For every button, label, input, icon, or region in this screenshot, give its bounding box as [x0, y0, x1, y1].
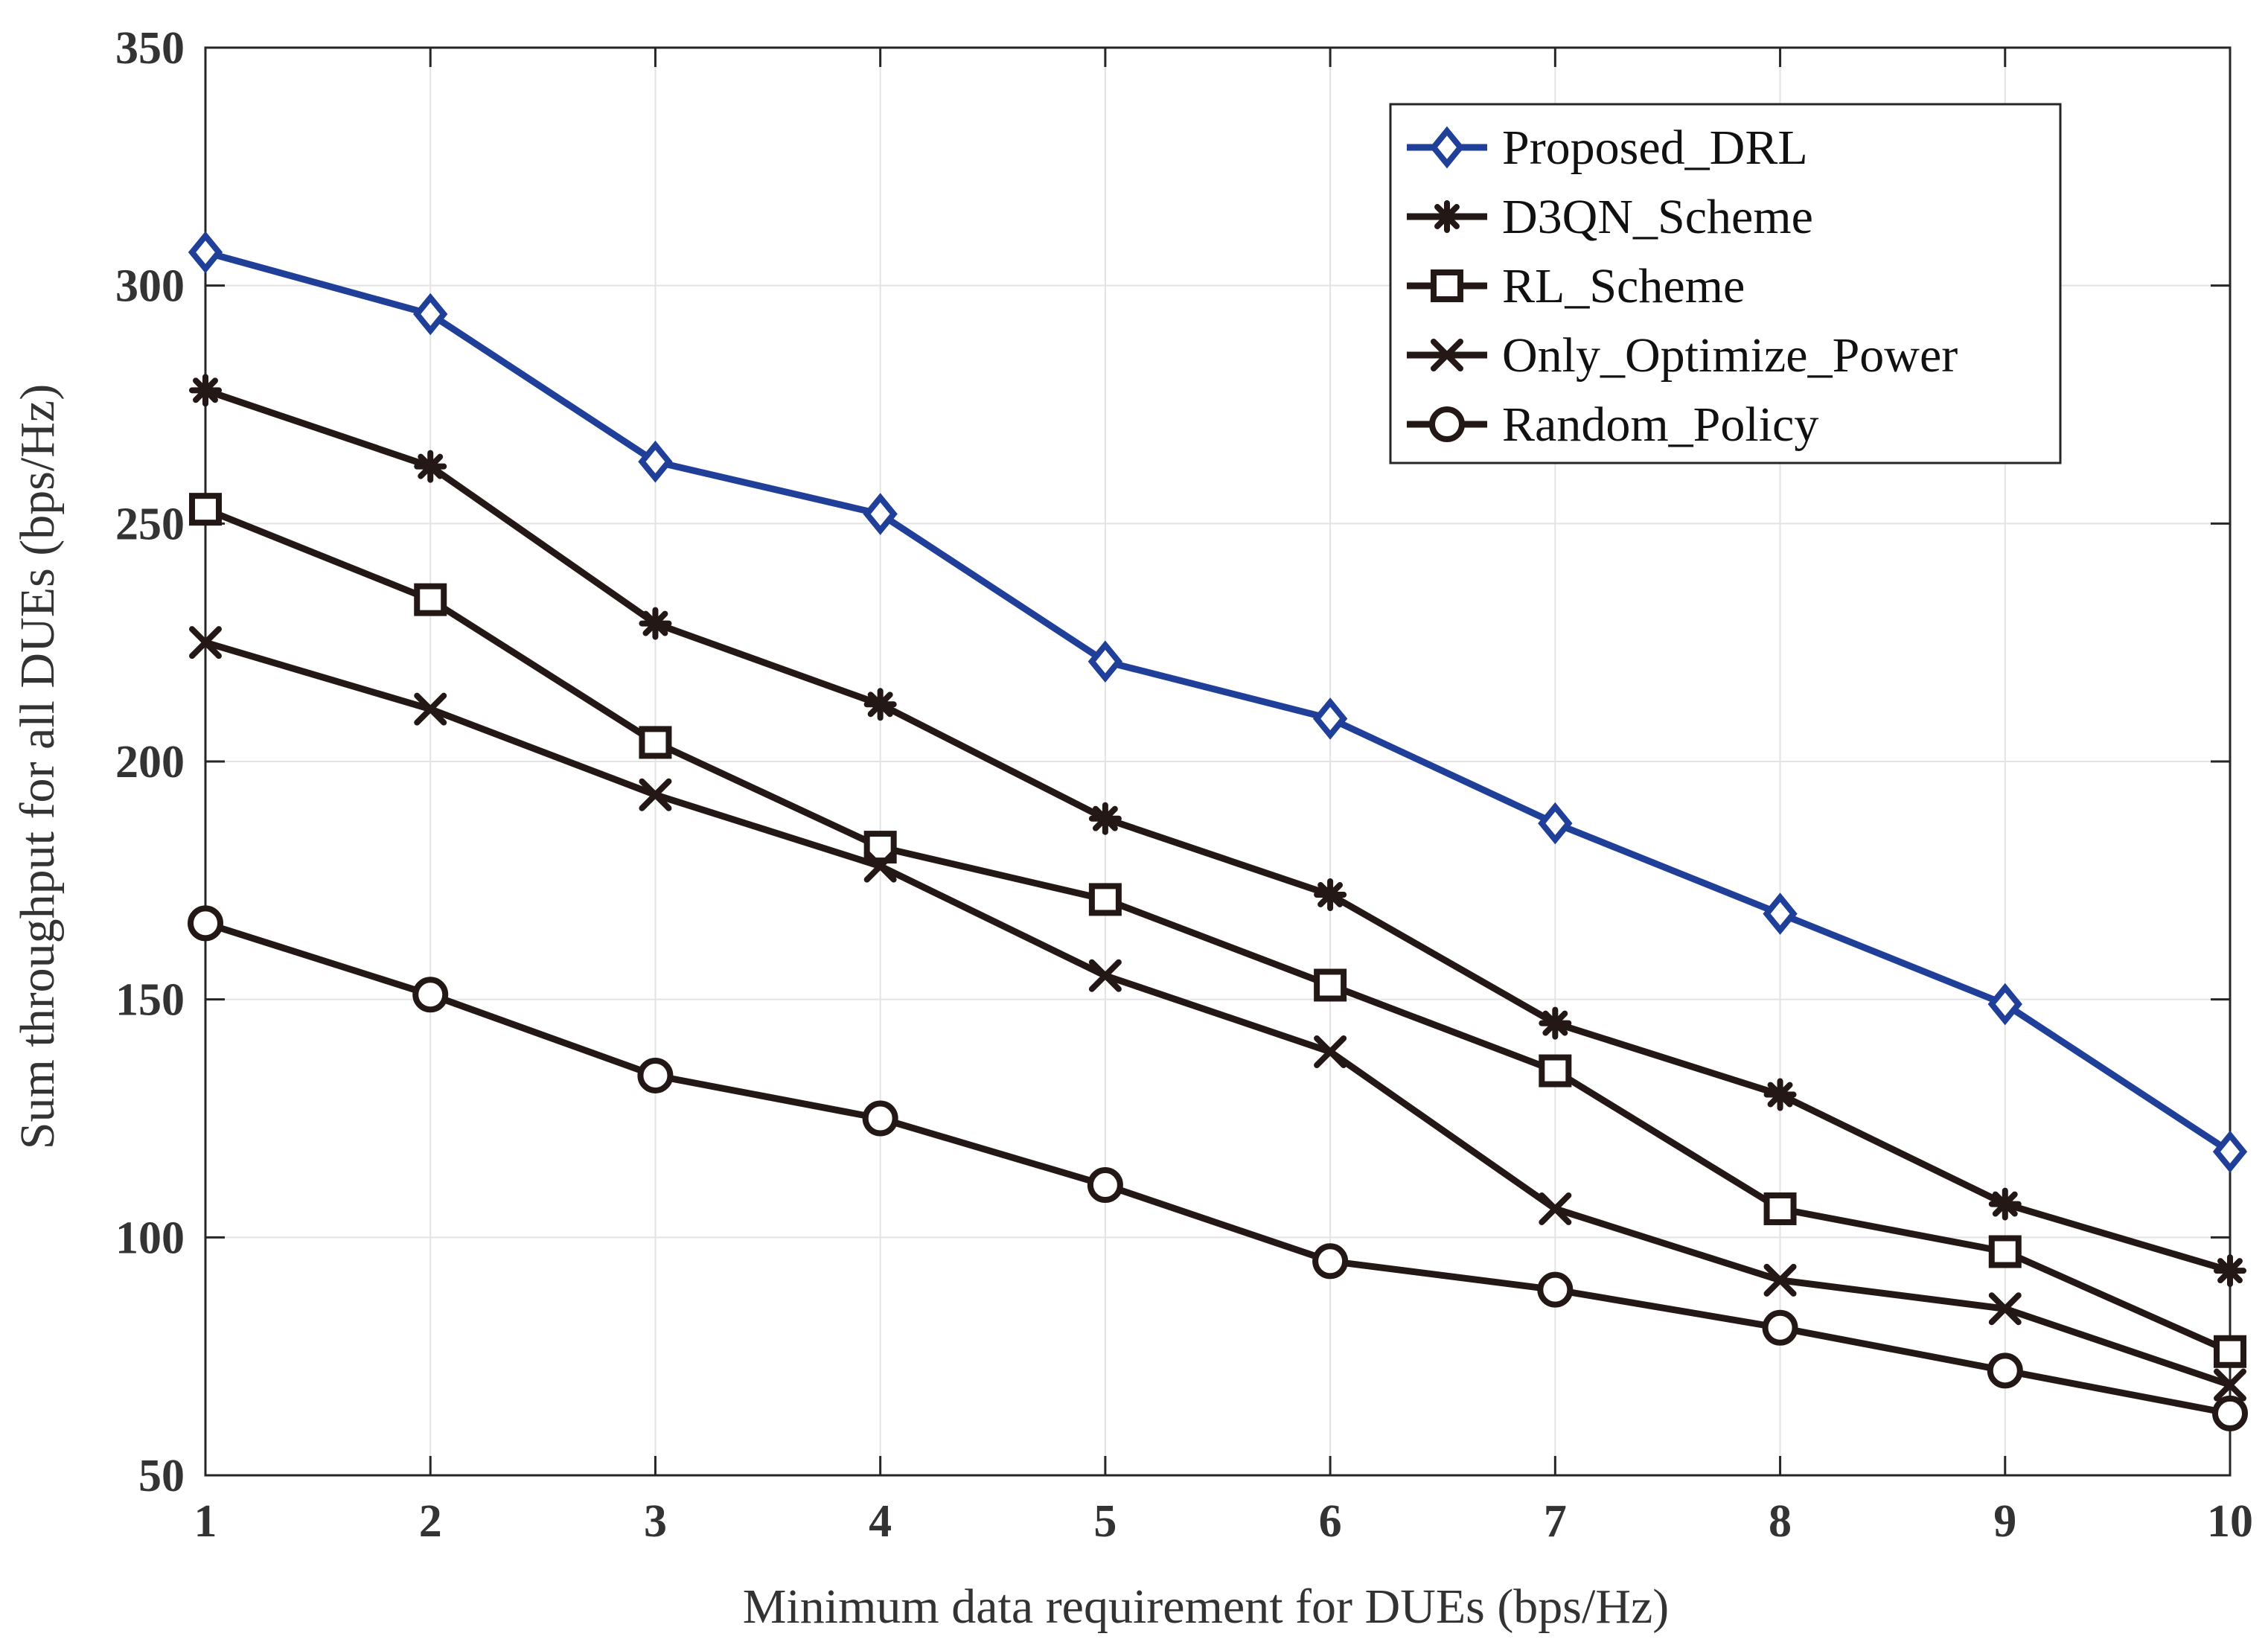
legend-label: Only_Optimize_Power — [1502, 328, 1958, 383]
data-point — [189, 493, 222, 526]
legend-box — [1389, 103, 2062, 464]
series-only-optimize-power — [189, 626, 2246, 1402]
data-point — [1088, 883, 1122, 916]
data-point — [1763, 1263, 1797, 1297]
legend-marker — [1429, 406, 1465, 442]
legend-item-d3qn-scheme: D3QN_Scheme — [1407, 190, 1813, 244]
data-point — [862, 1100, 898, 1137]
data-point — [1314, 1035, 1347, 1068]
data-point — [1987, 983, 2022, 1026]
data-point — [637, 1057, 674, 1093]
x-tick-label: 8 — [1769, 1496, 1792, 1547]
legend-marker — [1429, 126, 1465, 169]
x-tick-label: 4 — [869, 1496, 892, 1547]
legend-label: RL_Scheme — [1502, 259, 1745, 313]
data-point — [414, 583, 447, 616]
series-line — [204, 387, 2232, 1274]
y-tick-label: 200 — [115, 737, 185, 788]
series-line — [204, 505, 2232, 1355]
data-point — [1087, 640, 1123, 683]
data-point — [1088, 959, 1122, 992]
data-point — [1987, 1352, 2023, 1389]
data-point — [189, 626, 222, 659]
data-point — [412, 977, 449, 1013]
y-tick-label: 350 — [115, 23, 185, 74]
series-random-policy — [188, 905, 2248, 1431]
x-tick-label: 3 — [644, 1496, 667, 1547]
series-rl-scheme — [189, 493, 2246, 1368]
data-point — [188, 231, 223, 274]
x-tick-label: 10 — [2207, 1496, 2253, 1547]
x-axis-label: Minimum data requirement for DUEs (bps/H… — [743, 1580, 1670, 1634]
series-line — [204, 639, 2232, 1388]
data-point — [1988, 1235, 2022, 1268]
data-point — [189, 374, 222, 407]
x-tick-label: 5 — [1093, 1496, 1117, 1547]
series-line — [204, 249, 2232, 1155]
y-tick-label: 250 — [115, 499, 185, 549]
legend-marker — [1431, 269, 1463, 302]
data-point — [413, 293, 448, 336]
series-lines — [188, 231, 2248, 1431]
y-tick-label: 300 — [115, 261, 185, 312]
x-tick-label: 6 — [1319, 1496, 1342, 1547]
data-point — [1538, 802, 1573, 845]
y-tick-label: 150 — [115, 975, 185, 1026]
data-point — [2214, 1335, 2246, 1368]
data-point — [2214, 1254, 2246, 1288]
series-line — [204, 920, 2231, 1417]
x-tick-label: 7 — [1544, 1496, 1567, 1547]
data-point — [1312, 1243, 1349, 1280]
data-point — [1988, 1187, 2022, 1221]
data-point — [1314, 878, 1347, 912]
data-point — [2214, 1368, 2246, 1402]
legend-label: D3QN_Scheme — [1502, 190, 1813, 244]
data-point — [639, 607, 672, 640]
data-point — [639, 726, 672, 759]
legend-item-proposed-drl: Proposed_DRL — [1407, 121, 1808, 175]
data-point — [1988, 1292, 2022, 1326]
data-point — [863, 688, 897, 721]
data-point — [1314, 968, 1347, 1002]
data-point — [1539, 1006, 1572, 1040]
data-point — [863, 849, 897, 883]
data-point — [863, 493, 898, 535]
data-point — [1539, 1192, 1572, 1225]
data-point — [1537, 1271, 1574, 1308]
legend-item-random-policy: Random_Policy — [1407, 397, 1818, 452]
data-point — [639, 778, 672, 811]
data-point — [1312, 697, 1348, 740]
data-point — [638, 440, 673, 483]
y-axis-label: Sum throughput for all DUEs (bps/Hz) — [10, 384, 65, 1149]
x-tick-label: 9 — [1993, 1496, 2016, 1547]
data-point — [188, 905, 223, 942]
data-point — [1087, 1167, 1123, 1204]
legend-item-rl-scheme: RL_Scheme — [1407, 259, 1745, 313]
legend-label: Proposed_DRL — [1502, 121, 1808, 175]
legend-marker — [1431, 339, 1463, 371]
y-tick-label: 50 — [138, 1451, 185, 1501]
tick-labels: 1 2 3 4 5 6 7 8 9 10 50 100 150 200 250 300 350 — [115, 23, 2253, 1547]
legend: Proposed_DRL D3QN_Scheme RL_Scheme Only_Opt… — [1389, 103, 2062, 464]
y-tick-label: 100 — [115, 1213, 185, 1263]
data-point — [1763, 892, 1798, 935]
data-point — [1763, 1192, 1797, 1225]
data-point — [414, 692, 447, 726]
legend-item-only-optimize-power: Only_Optimize_Power — [1407, 328, 1958, 383]
data-point — [1088, 802, 1122, 835]
series-proposed-drl — [188, 231, 2248, 1173]
data-point — [414, 450, 447, 483]
x-tick-label: 2 — [419, 1496, 442, 1547]
legend-marker — [1431, 200, 1463, 233]
x-tick-label: 1 — [194, 1496, 217, 1547]
legend-label: Random_Policy — [1502, 397, 1818, 452]
data-point — [2212, 1395, 2248, 1431]
data-point — [1763, 1078, 1797, 1111]
series-d3qn-scheme — [189, 374, 2246, 1288]
data-point — [1762, 1309, 1798, 1346]
data-point — [1539, 1054, 1572, 1088]
data-point — [2212, 1130, 2248, 1173]
